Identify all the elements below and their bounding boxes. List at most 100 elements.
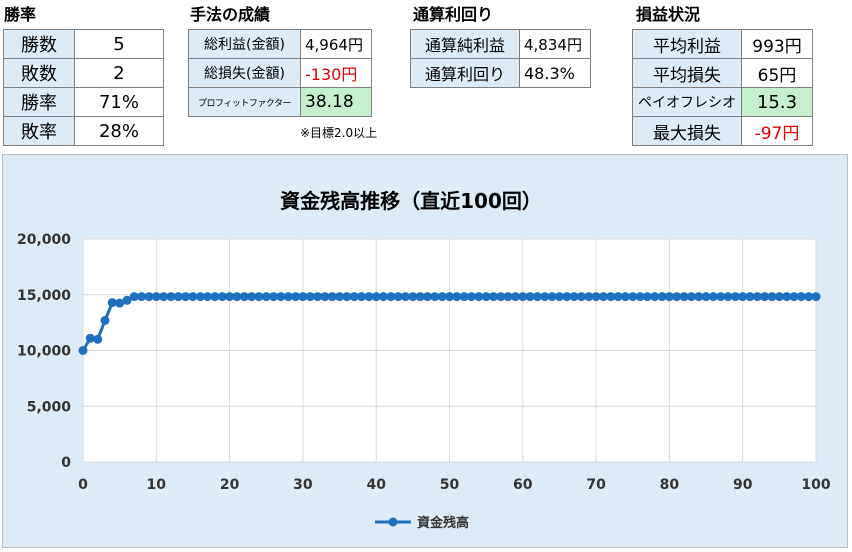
data-point: [591, 292, 601, 302]
win-rate-label: 勝率: [3, 87, 75, 117]
table-row: 平均損失 65円: [632, 58, 813, 88]
profit-factor-value: 38.18: [300, 87, 372, 117]
data-point: [210, 292, 220, 302]
data-point: [745, 292, 755, 302]
data-point: [173, 292, 183, 302]
data-point: [166, 292, 176, 302]
axis-labels: 0 5,000 10,000 15,000 20,000 0 10 20 30 40 50 60 70 8…: [17, 232, 831, 493]
data-point: [371, 292, 381, 302]
chart-panel: 資金残高推移（直近100回） 0 5,000 10,000 15,000 20,000 0…: [2, 154, 848, 548]
payoff-ratio-label: ペイオフレシオ: [632, 87, 742, 117]
data-point: [386, 292, 396, 302]
data-point: [364, 292, 374, 302]
net-profit-value: 4,834円: [519, 29, 591, 59]
x-tick-label: 70: [586, 477, 606, 493]
data-point: [555, 292, 564, 302]
data-point: [276, 292, 286, 302]
avg-profit-label: 平均利益: [632, 29, 742, 59]
data-point: [203, 292, 213, 302]
legend: 資金残高: [375, 515, 469, 531]
data-point: [679, 292, 689, 302]
data-point: [107, 298, 117, 308]
table-row: 敗数 2: [3, 58, 164, 88]
data-point: [445, 292, 454, 302]
x-tick-label: 40: [366, 477, 386, 493]
data-point: [195, 292, 205, 302]
table-row: 総利益(金額) 4,964円: [188, 29, 372, 59]
data-point: [694, 292, 704, 302]
data-point: [423, 292, 432, 302]
data-point: [415, 292, 425, 302]
table-row: 通算利回り 48.3%: [410, 58, 591, 88]
data-point: [730, 292, 740, 302]
win-rate-value: 71%: [74, 87, 164, 117]
data-point: [562, 292, 572, 302]
data-point: [335, 292, 345, 302]
win-count-value: 5: [74, 29, 164, 59]
legend-label: 資金残高: [417, 515, 469, 531]
data-point: [628, 292, 638, 302]
data-point: [357, 292, 366, 302]
data-point: [525, 292, 535, 302]
data-point: [576, 292, 586, 302]
data-point: [320, 292, 330, 302]
data-point: [738, 292, 748, 302]
data-point: [789, 292, 799, 302]
x-tick-label: 80: [660, 477, 680, 493]
data-point: [752, 292, 762, 302]
table-row: 最大損失 -97円: [632, 116, 813, 146]
data-point: [181, 292, 191, 302]
yield-value: 48.3%: [519, 58, 591, 88]
balance-chart: 資金残高推移（直近100回） 05,00010,00015,00020,0000…: [17, 189, 831, 531]
total-profit-label: 総利益(金額): [188, 29, 301, 59]
x-tick-label: 100: [801, 477, 830, 493]
data-point: [437, 292, 447, 302]
data-point: [452, 292, 462, 302]
x-tick-label: 20: [220, 477, 240, 493]
y-tick-label: 10,000: [17, 344, 71, 360]
pl-section-title: 損益状況: [636, 5, 701, 24]
avg-loss-label: 平均損失: [632, 58, 742, 88]
total-loss-label: 総損失(金額): [188, 58, 301, 88]
table-row: 平均利益 993円: [632, 29, 813, 59]
data-point: [239, 292, 249, 302]
data-point: [254, 292, 264, 302]
data-point: [129, 292, 139, 302]
data-point: [85, 333, 95, 343]
data-point: [393, 292, 403, 302]
data-point: [620, 292, 630, 302]
data-point: [569, 292, 579, 302]
data-point: [635, 292, 645, 302]
x-tick-label: 0: [78, 477, 88, 493]
data-point: [708, 292, 718, 302]
data-point: [672, 292, 682, 302]
loss-rate-value: 28%: [74, 116, 164, 146]
data-point: [93, 334, 103, 344]
data-point: [613, 292, 623, 302]
data-point: [804, 292, 814, 302]
data-point: [232, 292, 242, 302]
data-point: [188, 292, 198, 302]
data-point: [481, 292, 491, 302]
table-row: プロフィットファクター 38.18: [188, 87, 372, 117]
data-point: [467, 292, 476, 302]
x-tick-label: 60: [513, 477, 533, 493]
table-row: ペイオフレシオ 15.3: [632, 87, 813, 117]
yield-label: 通算利回り: [410, 58, 520, 88]
y-tick-label: 5,000: [27, 399, 72, 415]
target-note: ※目標2.0以上: [300, 126, 378, 140]
data-point: [379, 292, 388, 302]
data-point: [606, 292, 616, 302]
data-point: [159, 292, 169, 302]
data-point: [511, 292, 520, 302]
chart-title: 資金残高推移（直近100回）: [280, 189, 542, 213]
table-row: 総損失(金額) -130円: [188, 58, 372, 88]
data-point: [533, 292, 542, 302]
data-point: [686, 292, 696, 302]
total-section-title: 通算利回り: [413, 5, 494, 24]
grid-lines: [82, 238, 817, 463]
data-point: [811, 292, 821, 302]
data-point: [313, 292, 323, 302]
data-point: [261, 292, 271, 302]
win-count-label: 勝数: [3, 29, 75, 59]
